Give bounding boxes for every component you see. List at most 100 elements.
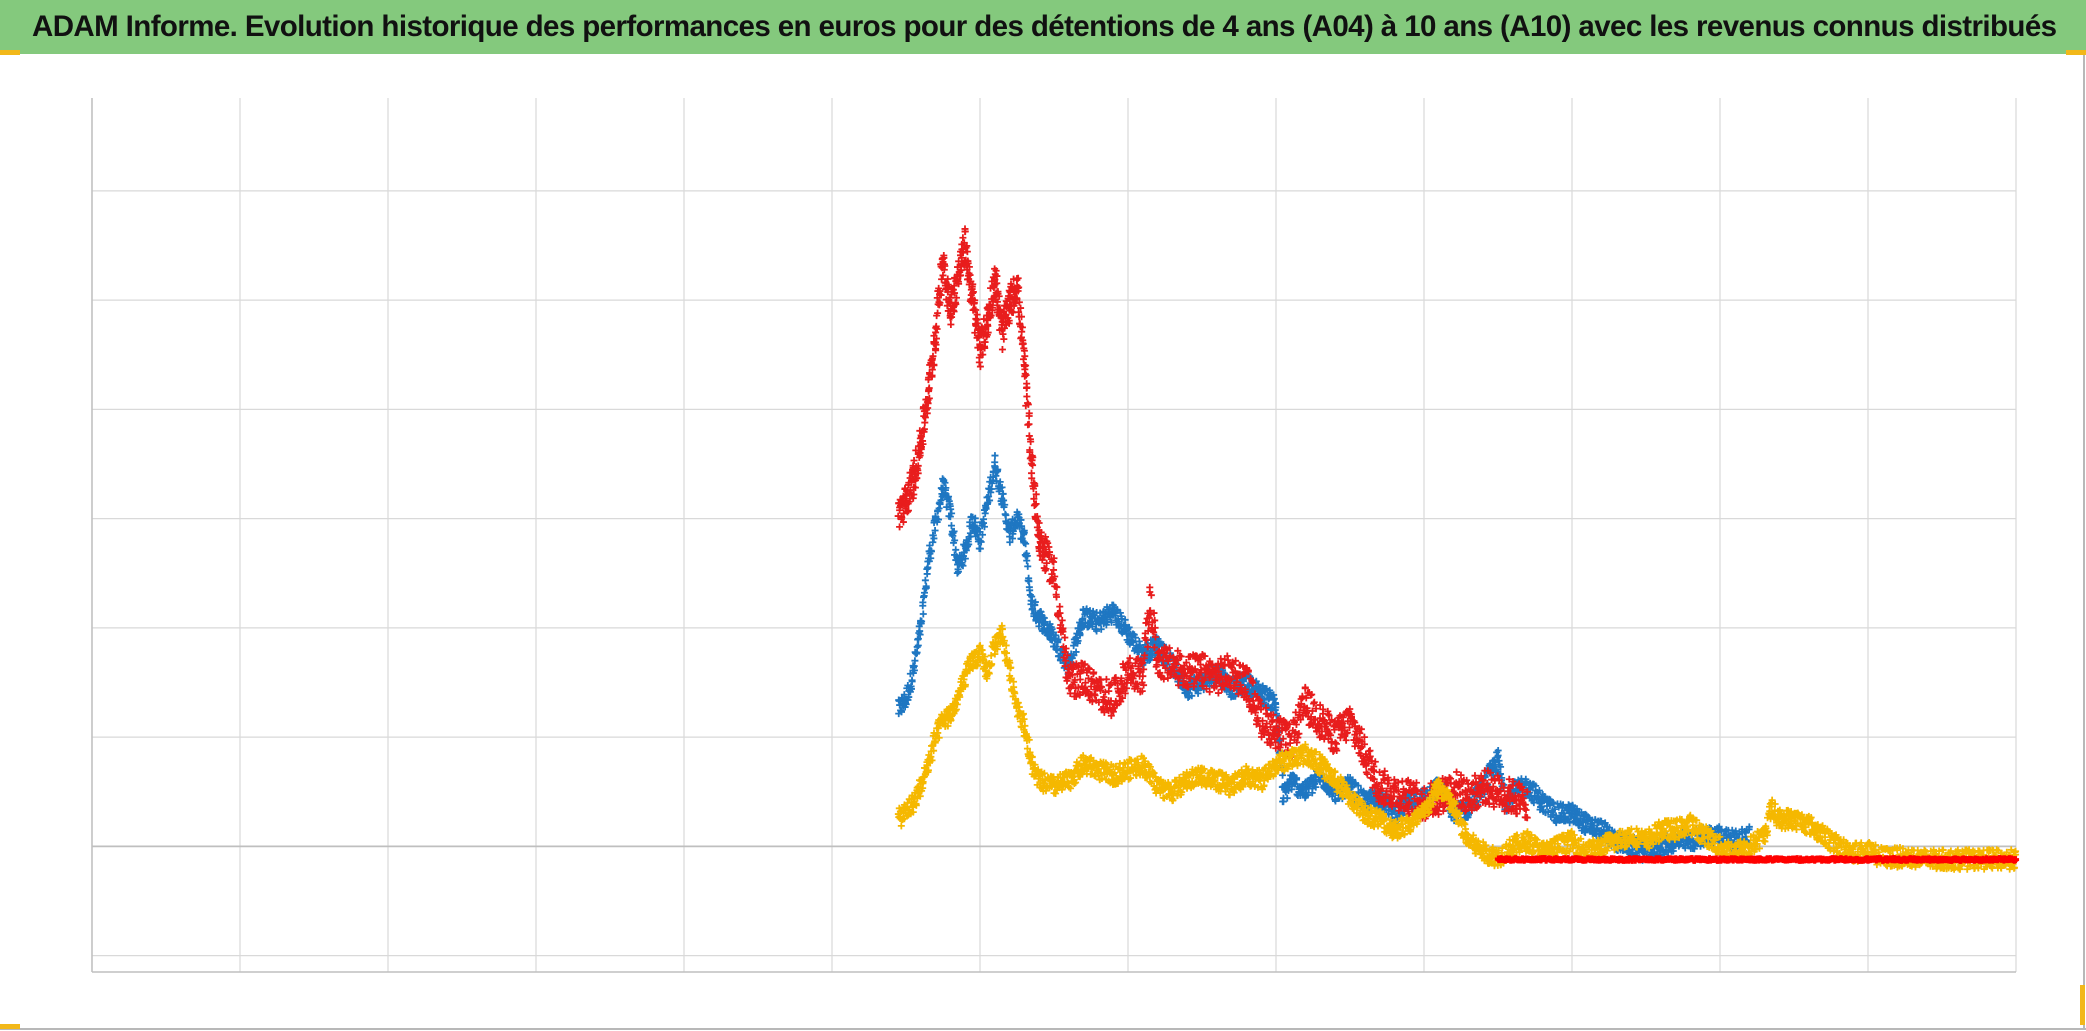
data-point — [1000, 496, 1008, 504]
chart-title-bar: ADAM Informe. Evolution historique des p… — [0, 0, 2086, 54]
data-point — [929, 538, 937, 546]
data-point — [959, 249, 967, 257]
data-point — [1017, 313, 1025, 321]
data-point — [985, 492, 993, 500]
data-point — [938, 275, 946, 283]
data-point — [916, 631, 924, 639]
data-point — [898, 514, 906, 522]
data-point — [1074, 639, 1081, 647]
data-point — [913, 474, 921, 482]
data-point — [1048, 625, 1056, 633]
data-point — [1293, 774, 1301, 782]
data-point — [910, 457, 918, 465]
data-point — [1029, 453, 1037, 461]
data-point — [986, 496, 994, 504]
data-point — [907, 685, 915, 693]
data-point — [1018, 522, 1026, 530]
data-point — [921, 576, 929, 584]
data-point — [1272, 703, 1280, 711]
data-point — [941, 262, 949, 270]
data-point — [981, 338, 989, 346]
data-point — [978, 531, 986, 539]
data-point — [1020, 529, 1028, 537]
data-point — [1381, 767, 1389, 775]
data-point — [981, 344, 989, 352]
data-point — [908, 677, 916, 685]
data-point — [900, 691, 908, 699]
data-point — [1105, 687, 1113, 695]
chart-title: ADAM Informe. Evolution historique des p… — [32, 10, 2057, 43]
data-point — [1573, 805, 1581, 813]
data-point — [1272, 710, 1280, 718]
data-point — [911, 484, 919, 492]
data-point — [906, 486, 914, 494]
data-point — [927, 547, 935, 555]
data-point — [927, 554, 935, 562]
data-point — [973, 316, 981, 324]
data-point — [1022, 371, 1030, 379]
data-point — [919, 610, 927, 618]
data-point — [1024, 562, 1032, 570]
data-point — [1279, 771, 1287, 779]
data-point — [993, 467, 1001, 475]
data-point — [958, 561, 966, 569]
data-point — [920, 425, 928, 433]
data-point — [905, 693, 913, 701]
data-point — [932, 341, 940, 349]
data-point — [911, 657, 919, 665]
data-point — [969, 288, 977, 296]
data-point — [1131, 634, 1139, 642]
data-point — [1035, 622, 1043, 630]
data-point — [1581, 829, 1589, 837]
data-point — [950, 282, 958, 290]
data-point — [1056, 603, 1064, 611]
data-point — [951, 536, 959, 544]
data-point — [905, 498, 913, 506]
data-point — [1745, 823, 1753, 831]
frame-handle-right — [2080, 985, 2085, 1025]
frame-right-edge — [2083, 54, 2085, 1030]
data-point — [924, 404, 932, 412]
data-point — [1354, 782, 1362, 790]
data-point — [1029, 461, 1037, 469]
data-point — [1107, 618, 1115, 626]
data-point — [993, 279, 1001, 287]
data-point — [995, 292, 1003, 300]
data-point — [1023, 380, 1031, 388]
data-point — [1279, 798, 1287, 806]
data-point — [1308, 785, 1316, 793]
data-point — [1184, 689, 1192, 697]
data-point — [963, 242, 971, 250]
data-point — [1601, 819, 1609, 827]
data-point — [1021, 352, 1029, 360]
data-point — [1007, 280, 1015, 288]
data-point — [902, 700, 910, 708]
data-point — [1058, 616, 1066, 624]
data-point — [1012, 299, 1020, 307]
data-point — [1492, 765, 1500, 773]
data-point — [1023, 393, 1031, 401]
data-point — [1032, 490, 1040, 498]
data-point — [1331, 797, 1339, 805]
data-point — [1072, 648, 1080, 656]
data-point — [930, 361, 938, 369]
data-point — [916, 452, 924, 460]
data-point — [921, 419, 929, 427]
data-point — [947, 320, 955, 328]
data-point — [897, 822, 905, 830]
data-point — [1015, 298, 1023, 306]
data-point — [1037, 608, 1045, 616]
data-point — [910, 490, 918, 498]
data-point — [1026, 448, 1034, 456]
data-point — [948, 313, 956, 321]
data-point — [1017, 516, 1025, 524]
data-point — [1129, 638, 1137, 646]
data-point — [935, 516, 943, 524]
data-point — [951, 299, 959, 307]
data-point — [977, 537, 984, 545]
data-point — [1025, 577, 1033, 585]
data-point — [919, 437, 927, 445]
data-point — [1005, 317, 1013, 325]
data-point — [975, 358, 983, 366]
data-point — [925, 394, 933, 402]
